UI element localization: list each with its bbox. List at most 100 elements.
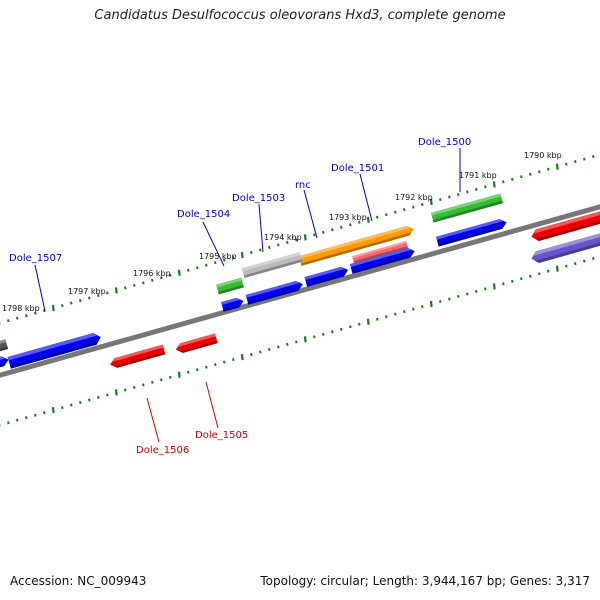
outer-minor-tick [457, 192, 460, 196]
inner-minor-tick [358, 322, 361, 326]
inner-minor-tick [538, 272, 541, 276]
outer-minor-tick [511, 177, 514, 181]
outer-minor-tick [529, 172, 532, 176]
inner-minor-tick [70, 403, 73, 407]
outer-minor-tick [70, 301, 73, 305]
gene-rrna-2[interactable] [216, 277, 244, 295]
outer-major-tick [492, 181, 496, 188]
outer-minor-tick [331, 228, 334, 232]
inner-minor-tick [268, 347, 271, 352]
inner-minor-tick [466, 292, 469, 296]
footer-accession: Accession: NC_009943 [10, 574, 147, 588]
inner-major-tick [240, 353, 244, 361]
coordinate-label: 1790 kbp [524, 151, 562, 160]
outer-minor-tick [34, 311, 37, 315]
inner-major-tick [366, 318, 370, 325]
coordinate-label: 1793 kbp [329, 213, 367, 222]
coordinate-label: 1795 kbp [199, 252, 237, 261]
gene-reverse-right-2[interactable] [530, 231, 600, 264]
outer-minor-tick [475, 187, 478, 191]
inner-minor-tick [421, 305, 424, 309]
gene-rnc-overlay[interactable] [352, 241, 408, 263]
outer-minor-tick [358, 220, 361, 224]
outer-minor-tick [385, 213, 388, 217]
outer-minor-tick [313, 233, 316, 237]
outer-minor-tick [466, 190, 469, 194]
inner-minor-tick [376, 317, 379, 321]
gene-label[interactable]: Dole_1501 [331, 163, 384, 174]
gene-dole-1507[interactable] [7, 331, 103, 369]
inner-major-tick [51, 407, 55, 414]
genome-backbone [0, 204, 600, 378]
gene-edge-gray[interactable] [0, 339, 9, 353]
inner-minor-tick [439, 299, 442, 304]
gene-dole-1504b[interactable] [221, 296, 245, 312]
outer-major-tick [366, 216, 370, 223]
inner-major-tick [303, 336, 307, 343]
outer-major-tick [114, 287, 118, 294]
inner-minor-tick [214, 363, 217, 367]
inner-minor-tick [196, 368, 199, 372]
inner-minor-tick [187, 370, 190, 374]
gene-label[interactable]: Dole_1504 [177, 209, 230, 220]
outer-minor-tick [124, 286, 127, 290]
gene-dole-1500[interactable] [435, 217, 508, 247]
outer-minor-tick [133, 283, 136, 287]
outer-minor-tick [565, 162, 568, 166]
gene-label-lines [34, 148, 461, 443]
outer-minor-tick [268, 245, 271, 250]
outer-minor-tick [574, 160, 577, 164]
gene-dole-1506[interactable] [109, 344, 166, 370]
inner-minor-tick [475, 289, 478, 293]
inner-minor-tick [394, 312, 397, 316]
outer-minor-tick [151, 278, 154, 282]
outer-minor-tick [88, 296, 91, 300]
outer-minor-tick [349, 223, 352, 227]
map-title: Candidatus Desulfococcus oleovorans Hxd3… [94, 8, 506, 23]
outer-minor-tick [79, 299, 82, 303]
gene-label[interactable]: Dole_1500 [418, 137, 471, 148]
inner-minor-tick [142, 383, 145, 387]
inner-minor-tick [79, 401, 82, 405]
inner-tick-track [0, 257, 595, 427]
inner-major-tick [177, 371, 181, 378]
inner-minor-tick [205, 365, 208, 369]
inner-minor-tick [34, 413, 37, 417]
label-leader-line [258, 203, 264, 253]
inner-minor-tick [412, 307, 415, 311]
gene-reverse-right-1[interactable] [530, 209, 600, 242]
gene-dole-1501[interactable] [349, 246, 416, 274]
outer-minor-tick [25, 314, 28, 318]
inner-minor-tick [385, 315, 388, 319]
label-leader-line [146, 397, 160, 443]
gene-label[interactable]: Dole_1503 [232, 193, 285, 204]
outer-minor-tick [97, 293, 100, 298]
gene-dole-1508[interactable] [0, 355, 10, 370]
inner-minor-tick [520, 277, 523, 281]
gene-label[interactable]: Dole_1505 [195, 430, 248, 441]
inner-minor-tick [583, 259, 586, 263]
inner-minor-tick [151, 380, 154, 384]
gene-dole-1505[interactable] [174, 333, 218, 355]
outer-minor-tick [250, 251, 253, 255]
outer-minor-tick [547, 167, 550, 171]
coordinate-label: 1797 kbp [68, 287, 106, 296]
inner-major-tick [492, 283, 496, 290]
gene-label[interactable]: Dole_1506 [136, 445, 189, 456]
outer-minor-tick [484, 185, 487, 189]
inner-minor-tick [484, 287, 487, 291]
gene-label[interactable]: rnc [295, 180, 311, 191]
gene-rrna-1[interactable] [430, 193, 504, 223]
gene-pseudo[interactable] [241, 252, 303, 278]
outer-tick-track [0, 155, 595, 325]
gene-dole-1503[interactable] [304, 265, 349, 287]
gene-label[interactable]: Dole_1507 [9, 253, 62, 264]
gene-rnc[interactable] [298, 224, 415, 266]
outer-minor-tick [277, 243, 280, 247]
inner-minor-tick [511, 279, 514, 283]
label-leader-line [359, 173, 373, 222]
gene-dole-1504[interactable] [245, 279, 305, 305]
outer-minor-tick [286, 240, 289, 244]
